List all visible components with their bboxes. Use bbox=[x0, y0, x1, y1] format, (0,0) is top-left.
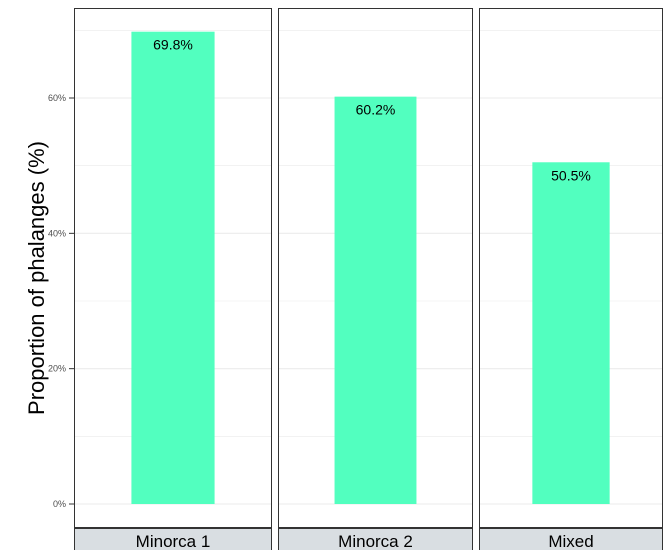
y-tick-label: 40% bbox=[48, 228, 66, 238]
panel-border bbox=[74, 8, 272, 528]
facet-label: Minorca 1 bbox=[136, 532, 211, 550]
y-axis-label: Proportion of phalanges (%) bbox=[24, 141, 49, 415]
panel-border bbox=[278, 8, 473, 528]
bar-minorca-1 bbox=[131, 31, 215, 504]
data-label: 69.8% bbox=[153, 37, 193, 53]
facet-label: Mixed bbox=[548, 532, 593, 550]
data-label: 50.5% bbox=[551, 167, 591, 183]
y-tick-label: 20% bbox=[48, 364, 66, 374]
data-label: 60.2% bbox=[356, 102, 396, 118]
bar-mixed bbox=[532, 162, 610, 505]
bar-minorca-2 bbox=[334, 96, 417, 504]
facet-label: Minorca 2 bbox=[338, 532, 413, 550]
y-tick-label: 0% bbox=[53, 499, 66, 509]
y-tick-label: 60% bbox=[48, 93, 66, 103]
